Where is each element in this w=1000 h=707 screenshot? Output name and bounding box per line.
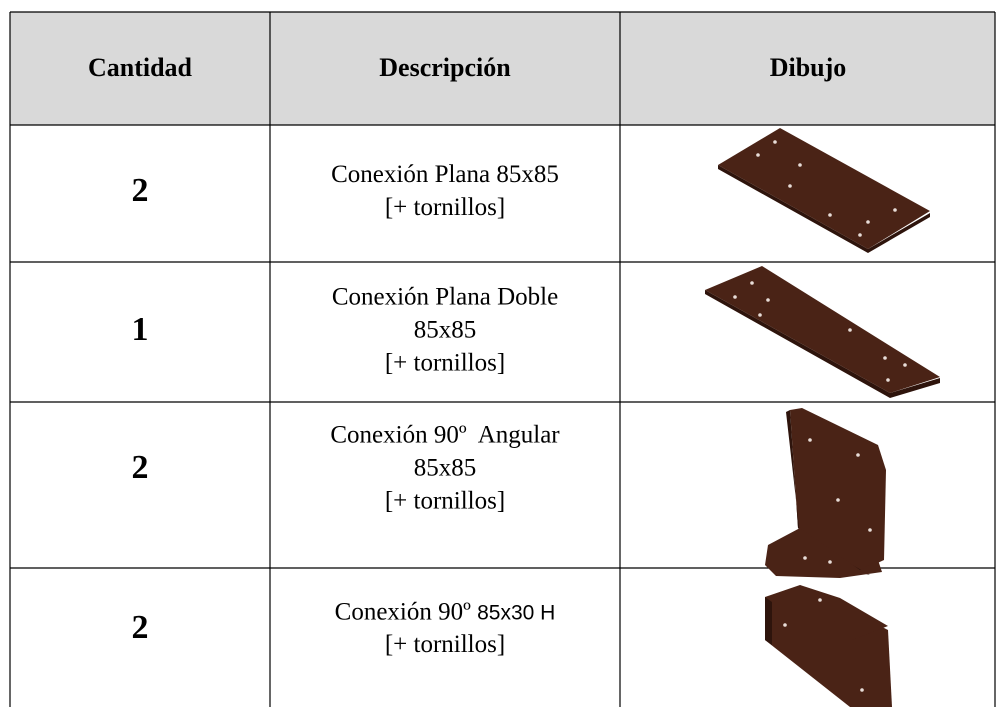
description-line: [+ tornillos] <box>385 488 505 515</box>
borders <box>9 11 996 707</box>
drawing-angle-85x30 <box>765 585 892 707</box>
description-line: Conexión Plana Doble <box>332 284 558 311</box>
description-line: [+ tornillos] <box>385 194 505 221</box>
quantity: 1 <box>132 311 149 348</box>
description-line: 85x85 <box>414 317 477 344</box>
drawing-flat-plate <box>718 128 930 253</box>
drawing-angle-bracket <box>765 408 886 578</box>
description-line: Conexión 90º Angular <box>330 422 560 449</box>
header-cell: Descripción <box>379 53 511 82</box>
quantity: 2 <box>132 172 149 209</box>
description-line: 85x85 <box>414 455 477 482</box>
description-line: [+ tornillos] <box>385 350 505 377</box>
description-line: [+ tornillos] <box>385 631 505 658</box>
description-line: Conexión 90º 85x30 H <box>335 598 556 625</box>
description-part: Conexión 90º <box>335 598 477 625</box>
quantity: 2 <box>132 449 149 486</box>
drawing-double-plate <box>705 266 940 398</box>
description-line: Conexión Plana 85x85 <box>331 161 559 188</box>
header-background <box>10 12 995 125</box>
quantity: 2 <box>132 609 149 646</box>
header-cell: Cantidad <box>88 53 193 82</box>
description-part: 85x30 H <box>477 601 555 624</box>
header-cell: Dibujo <box>770 53 847 82</box>
